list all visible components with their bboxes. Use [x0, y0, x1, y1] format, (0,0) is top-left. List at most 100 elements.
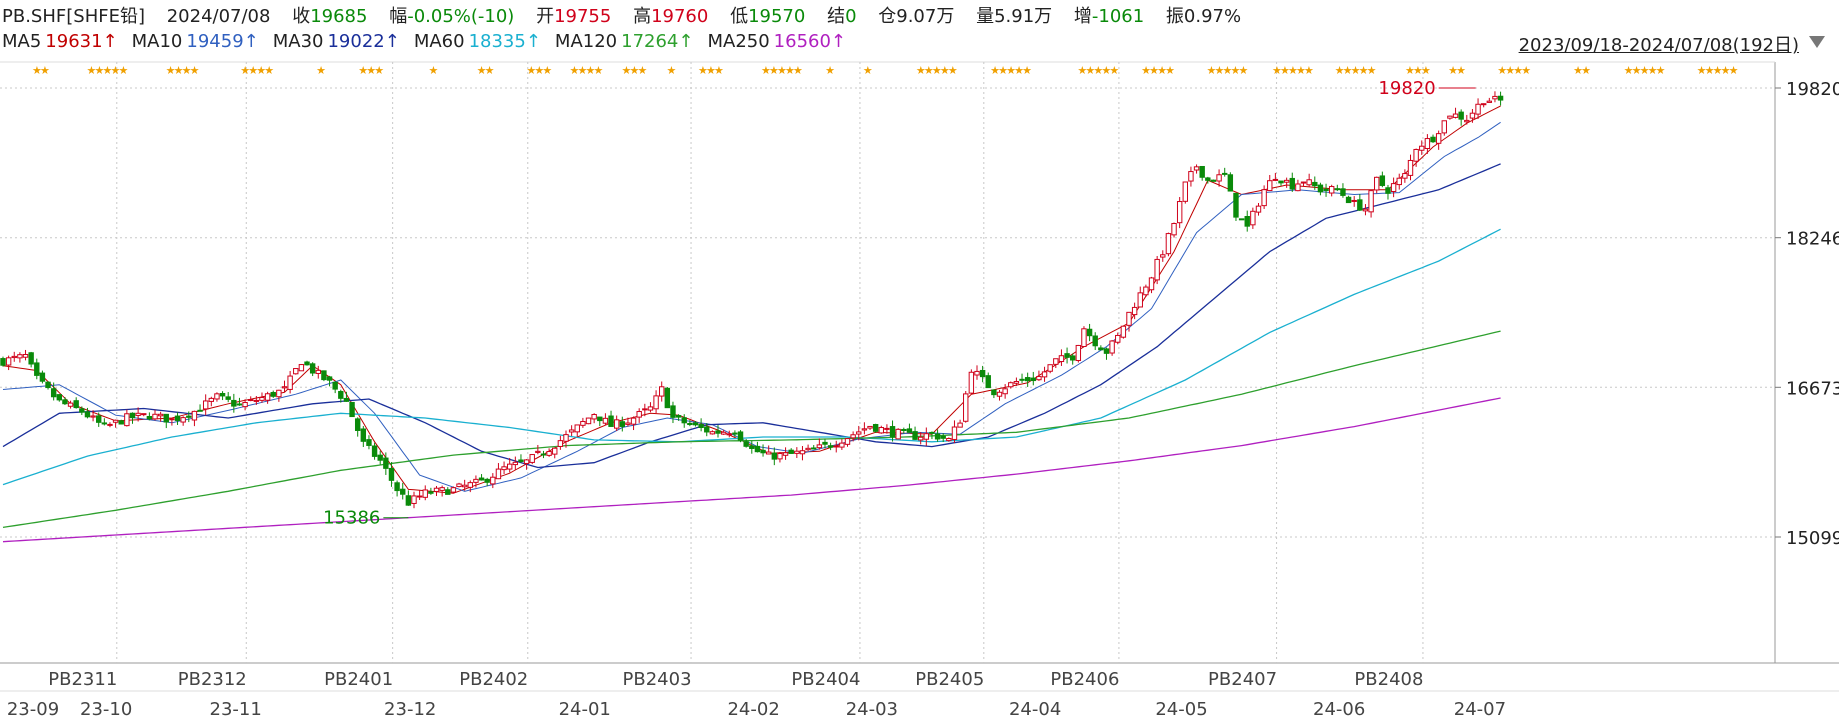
- event-star-icon[interactable]: ★: [1413, 64, 1423, 77]
- event-star-icon[interactable]: ★: [998, 64, 1008, 77]
- event-star-icon[interactable]: ★: [948, 64, 958, 77]
- event-star-icon[interactable]: ★: [1280, 64, 1290, 77]
- event-star-icon[interactable]: ★: [621, 64, 631, 77]
- event-star-icon[interactable]: ★: [248, 64, 258, 77]
- event-star-icon[interactable]: ★: [1367, 64, 1377, 77]
- event-star-icon[interactable]: ★: [1421, 64, 1431, 77]
- event-star-icon[interactable]: ★: [366, 64, 376, 77]
- event-star-icon[interactable]: ★: [1713, 64, 1723, 77]
- event-star-icon[interactable]: ★: [1721, 64, 1731, 77]
- event-star-icon[interactable]: ★: [785, 64, 795, 77]
- event-star-icon[interactable]: ★: [1272, 64, 1282, 77]
- event-star-icon[interactable]: ★: [264, 64, 274, 77]
- event-star-icon[interactable]: ★: [1206, 64, 1216, 77]
- event-star-icon[interactable]: ★: [1165, 64, 1175, 77]
- event-star-icon[interactable]: ★: [110, 64, 120, 77]
- event-star-icon[interactable]: ★: [1149, 64, 1159, 77]
- event-star-icon[interactable]: ★: [637, 64, 647, 77]
- event-star-icon[interactable]: ★: [1505, 64, 1515, 77]
- event-star-icon[interactable]: ★: [1141, 64, 1151, 77]
- event-star-icon[interactable]: ★: [593, 64, 603, 77]
- event-star-icon[interactable]: ★: [174, 64, 184, 77]
- event-star-icon[interactable]: ★: [190, 64, 200, 77]
- event-star-icon[interactable]: ★: [94, 64, 104, 77]
- event-star-icon[interactable]: ★: [1214, 64, 1224, 77]
- event-star-icon[interactable]: ★: [182, 64, 192, 77]
- event-star-icon[interactable]: ★: [526, 64, 536, 77]
- event-star-icon[interactable]: ★: [1006, 64, 1016, 77]
- event-star-icon[interactable]: ★: [1581, 64, 1591, 77]
- event-star-icon[interactable]: ★: [542, 64, 552, 77]
- event-star-icon[interactable]: ★: [256, 64, 266, 77]
- event-star-icon[interactable]: ★: [1632, 64, 1642, 77]
- event-star-icon[interactable]: ★: [1448, 64, 1458, 77]
- event-star-icon[interactable]: ★: [1640, 64, 1650, 77]
- event-star-icon[interactable]: ★: [777, 64, 787, 77]
- event-star-icon[interactable]: ★: [1093, 64, 1103, 77]
- event-star-icon[interactable]: ★: [1405, 64, 1415, 77]
- event-star-icon[interactable]: ★: [1573, 64, 1583, 77]
- event-star-icon[interactable]: ★: [1729, 64, 1739, 77]
- event-star-icon[interactable]: ★: [358, 64, 368, 77]
- event-star-icon[interactable]: ★: [1656, 64, 1666, 77]
- event-star-icon[interactable]: ★: [1513, 64, 1523, 77]
- event-star-icon[interactable]: ★: [706, 64, 716, 77]
- chevron-down-icon[interactable]: [1809, 36, 1825, 48]
- event-star-icon[interactable]: ★: [1335, 64, 1345, 77]
- event-star-icon[interactable]: ★: [769, 64, 779, 77]
- event-star-icon[interactable]: ★: [990, 64, 1000, 77]
- event-star-icon[interactable]: ★: [1296, 64, 1306, 77]
- date-range-link[interactable]: 2023/09/18-2024/07/08(192日): [1518, 35, 1799, 56]
- event-star-icon[interactable]: ★: [924, 64, 934, 77]
- event-star-icon[interactable]: ★: [316, 64, 326, 77]
- event-star-icon[interactable]: ★: [1230, 64, 1240, 77]
- event-star-icon[interactable]: ★: [698, 64, 708, 77]
- event-star-icon[interactable]: ★: [477, 64, 487, 77]
- event-star-icon[interactable]: ★: [40, 64, 50, 77]
- event-star-icon[interactable]: ★: [166, 64, 176, 77]
- event-star-icon[interactable]: ★: [240, 64, 250, 77]
- event-star-icon[interactable]: ★: [1157, 64, 1167, 77]
- event-star-icon[interactable]: ★: [1109, 64, 1119, 77]
- event-star-icon[interactable]: ★: [1238, 64, 1248, 77]
- event-star-icon[interactable]: ★: [534, 64, 544, 77]
- event-star-icon[interactable]: ★: [569, 64, 579, 77]
- event-star-icon[interactable]: ★: [666, 64, 676, 77]
- event-star-icon[interactable]: ★: [1456, 64, 1466, 77]
- event-star-icon[interactable]: ★: [86, 64, 96, 77]
- event-star-icon[interactable]: ★: [428, 64, 438, 77]
- event-star-icon[interactable]: ★: [932, 64, 942, 77]
- event-star-icon[interactable]: ★: [1014, 64, 1024, 77]
- event-star-icon[interactable]: ★: [102, 64, 112, 77]
- event-star-icon[interactable]: ★: [1351, 64, 1361, 77]
- event-star-icon[interactable]: ★: [1085, 64, 1095, 77]
- event-star-icon[interactable]: ★: [485, 64, 495, 77]
- event-star-icon[interactable]: ★: [1101, 64, 1111, 77]
- event-star-icon[interactable]: ★: [1705, 64, 1715, 77]
- event-star-icon[interactable]: ★: [1304, 64, 1314, 77]
- event-star-icon[interactable]: ★: [1359, 64, 1369, 77]
- event-star-icon[interactable]: ★: [1624, 64, 1634, 77]
- event-star-icon[interactable]: ★: [1497, 64, 1507, 77]
- event-star-icon[interactable]: ★: [940, 64, 950, 77]
- event-star-icon[interactable]: ★: [1022, 64, 1032, 77]
- event-star-icon[interactable]: ★: [793, 64, 803, 77]
- event-star-icon[interactable]: ★: [1648, 64, 1658, 77]
- event-star-icon[interactable]: ★: [629, 64, 639, 77]
- event-star-icon[interactable]: ★: [1697, 64, 1707, 77]
- event-star-icon[interactable]: ★: [118, 64, 128, 77]
- event-star-icon[interactable]: ★: [374, 64, 384, 77]
- event-star-icon[interactable]: ★: [1222, 64, 1232, 77]
- event-star-icon[interactable]: ★: [577, 64, 587, 77]
- event-star-icon[interactable]: ★: [32, 64, 42, 77]
- event-star-icon[interactable]: ★: [863, 64, 873, 77]
- event-star-icon[interactable]: ★: [1077, 64, 1087, 77]
- event-star-icon[interactable]: ★: [1521, 64, 1531, 77]
- event-star-icon[interactable]: ★: [761, 64, 771, 77]
- event-star-icon[interactable]: ★: [1343, 64, 1353, 77]
- event-star-icon[interactable]: ★: [825, 64, 835, 77]
- event-star-icon[interactable]: ★: [585, 64, 595, 77]
- event-star-icon[interactable]: ★: [1288, 64, 1298, 77]
- event-star-icon[interactable]: ★: [916, 64, 926, 77]
